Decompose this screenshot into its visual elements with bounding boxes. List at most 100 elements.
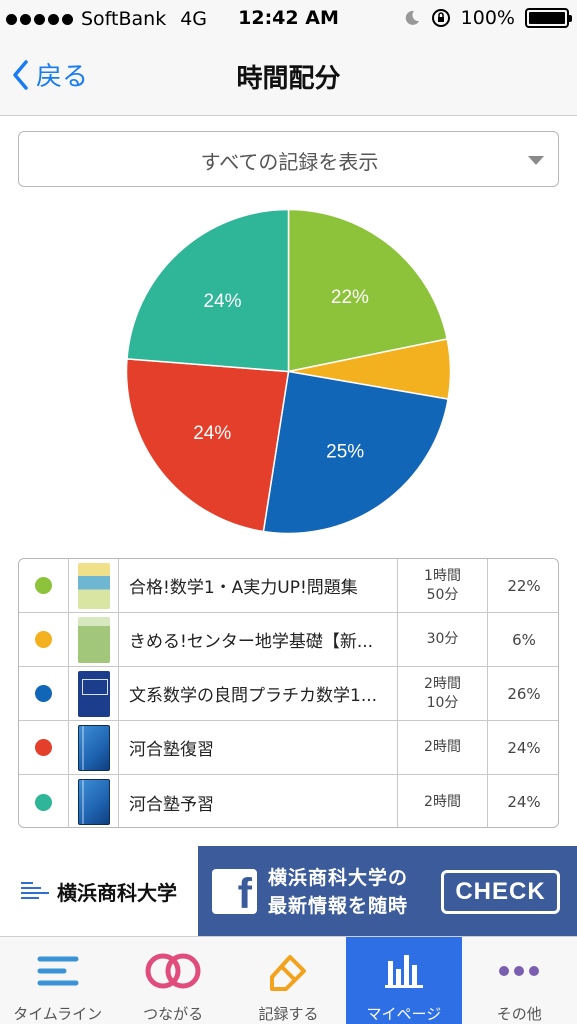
record-time-cell: 2時間 <box>398 721 488 774</box>
status-bar: SoftBank 4G 12:42 AM 100% <box>0 0 577 38</box>
series-color-dot <box>35 577 52 594</box>
tab-bar: タイムライン つながる 記録する マイページ その他 <box>0 936 577 1024</box>
series-color-dot <box>35 739 52 756</box>
pie-svg: 22% 25% 24% 24% <box>125 208 452 535</box>
table-row[interactable]: 河合塾復習 2時間 24% <box>19 721 558 775</box>
tab-label: その他 <box>496 1005 542 1023</box>
book-cover-thumbnail <box>77 779 110 825</box>
record-time-cell: 2時間 <box>398 775 488 827</box>
carrier-name: SoftBank <box>81 8 167 30</box>
rotation-lock-icon <box>431 9 450 27</box>
record-name: 文系数学の良問プラチカ数学1... <box>129 686 378 706</box>
record-name: 河合塾予習 <box>129 794 214 815</box>
record-time-minutes: 50分 <box>426 586 459 603</box>
tab-label: 記録する <box>258 1005 319 1023</box>
table-row[interactable]: 合格!数学1・A実力UP!問題集 1時間 50分 22% <box>19 559 558 613</box>
series-color-dot <box>35 793 52 811</box>
filter-selected-label: すべての記録を表示 <box>200 150 379 174</box>
back-label: 戻る <box>36 62 89 92</box>
record-name-cell: 合格!数学1・A実力UP!問題集 <box>119 559 398 612</box>
ad-facebook-panel[interactable]: f 横浜商科大学の 最新情報を随時 CHECK <box>198 846 577 936</box>
thumbnail-cell <box>69 667 119 720</box>
record-percent-cell: 24% <box>488 775 558 827</box>
record-percent-cell: 22% <box>488 559 558 612</box>
ad-line-2: 最新情報を随時 <box>268 895 409 917</box>
thumbnail-cell <box>69 775 119 827</box>
tab-connect[interactable]: つながる <box>115 937 230 1024</box>
bar-chart-icon <box>384 955 423 988</box>
moon-icon <box>405 10 419 25</box>
book-cover-thumbnail <box>77 616 110 663</box>
record-name-cell: 文系数学の良問プラチカ数学1... <box>119 667 398 720</box>
nav-bar: 戻る 時間配分 <box>0 38 577 116</box>
tab-label: マイページ <box>366 1005 442 1023</box>
tab-more[interactable]: その他 <box>462 937 577 1024</box>
tab-mypage[interactable]: マイページ <box>346 937 462 1024</box>
records-table: 合格!数学1・A実力UP!問題集 1時間 50分 22% きめる!センター地学基礎【新.… <box>18 558 559 828</box>
battery-icon <box>525 8 572 28</box>
record-percent-cell: 6% <box>488 613 558 666</box>
status-left: SoftBank 4G <box>6 8 207 30</box>
ad-banner[interactable]: 横浜商科大学 f 横浜商科大学の 最新情報を随時 CHECK <box>0 846 577 936</box>
thumbnail-cell <box>69 721 119 774</box>
record-percent: 6% <box>512 630 536 649</box>
record-time-hours: 2時間 <box>424 739 461 755</box>
time-allocation-pie-chart: 22% 25% 24% 24% <box>120 203 457 540</box>
record-name: 合格!数学1・A実力UP!問題集 <box>129 578 358 598</box>
page-title: 時間配分 <box>236 64 341 94</box>
color-dot-cell <box>19 721 69 774</box>
pie-slice-label: 22% <box>331 287 369 308</box>
record-time-cell: 1時間 50分 <box>398 559 488 612</box>
record-name: 河合塾復習 <box>129 740 214 760</box>
color-dot-cell <box>19 613 69 666</box>
record-percent: 22% <box>507 576 541 595</box>
record-time-cell: 30分 <box>398 613 488 666</box>
record-name-cell: 河合塾復習 <box>119 721 398 774</box>
record-time-cell: 2時間 10分 <box>398 667 488 720</box>
record-percent-cell: 24% <box>488 721 558 774</box>
facebook-icon: f <box>212 869 257 916</box>
connect-rings-icon <box>145 953 201 989</box>
ad-text: 横浜商科大学の 最新情報を随時 <box>268 864 408 920</box>
tab-record[interactable]: 記録する <box>231 937 346 1024</box>
table-row[interactable]: 河合塾予習 2時間 24% <box>19 775 558 827</box>
tab-label: つながる <box>143 1005 204 1023</box>
ad-university-logo: 横浜商科大学 <box>0 846 198 936</box>
pencil-icon <box>270 955 307 991</box>
record-name: きめる!センター地学基礎【新... <box>129 632 374 652</box>
color-dot-cell <box>19 667 69 720</box>
university-emblem-icon <box>21 879 51 903</box>
chevron-left-icon <box>13 59 28 90</box>
pie-slice-label: 25% <box>326 441 364 462</box>
network-type: 4G <box>180 8 208 30</box>
record-percent: 24% <box>507 793 541 811</box>
timeline-icon <box>37 956 79 986</box>
record-time-hours: 2時間 <box>424 675 461 692</box>
ad-line-1: 横浜商科大学の <box>268 867 409 889</box>
pie-slice <box>126 208 290 373</box>
color-dot-cell <box>19 775 69 827</box>
pie-slice <box>262 370 450 535</box>
thumbnail-cell <box>69 613 119 666</box>
more-dots-icon <box>499 966 540 976</box>
book-cover-thumbnail <box>77 562 110 609</box>
record-filter-select[interactable]: すべての記録を表示 <box>18 131 559 187</box>
book-cover-thumbnail <box>77 670 110 717</box>
record-percent: 26% <box>507 684 541 703</box>
tab-timeline[interactable]: タイムライン <box>0 937 115 1024</box>
book-cover-thumbnail <box>77 724 110 771</box>
pie-slice <box>287 208 449 373</box>
table-row[interactable]: きめる!センター地学基礎【新... 30分 6% <box>19 613 558 667</box>
series-color-dot <box>35 685 52 702</box>
record-time-hours: 30分 <box>426 631 459 647</box>
tab-label: タイムライン <box>13 1005 103 1023</box>
record-time-hours: 1時間 <box>424 567 461 584</box>
record-name-cell: 河合塾予習 <box>119 775 398 827</box>
table-row[interactable]: 文系数学の良問プラチカ数学1... 2時間 10分 26% <box>19 667 558 721</box>
ad-check-button[interactable]: CHECK <box>441 870 560 914</box>
record-name-cell: きめる!センター地学基礎【新... <box>119 613 398 666</box>
back-button[interactable]: 戻る <box>12 56 88 93</box>
thumbnail-cell <box>69 559 119 612</box>
record-percent-cell: 26% <box>488 667 558 720</box>
record-percent: 24% <box>507 738 541 757</box>
